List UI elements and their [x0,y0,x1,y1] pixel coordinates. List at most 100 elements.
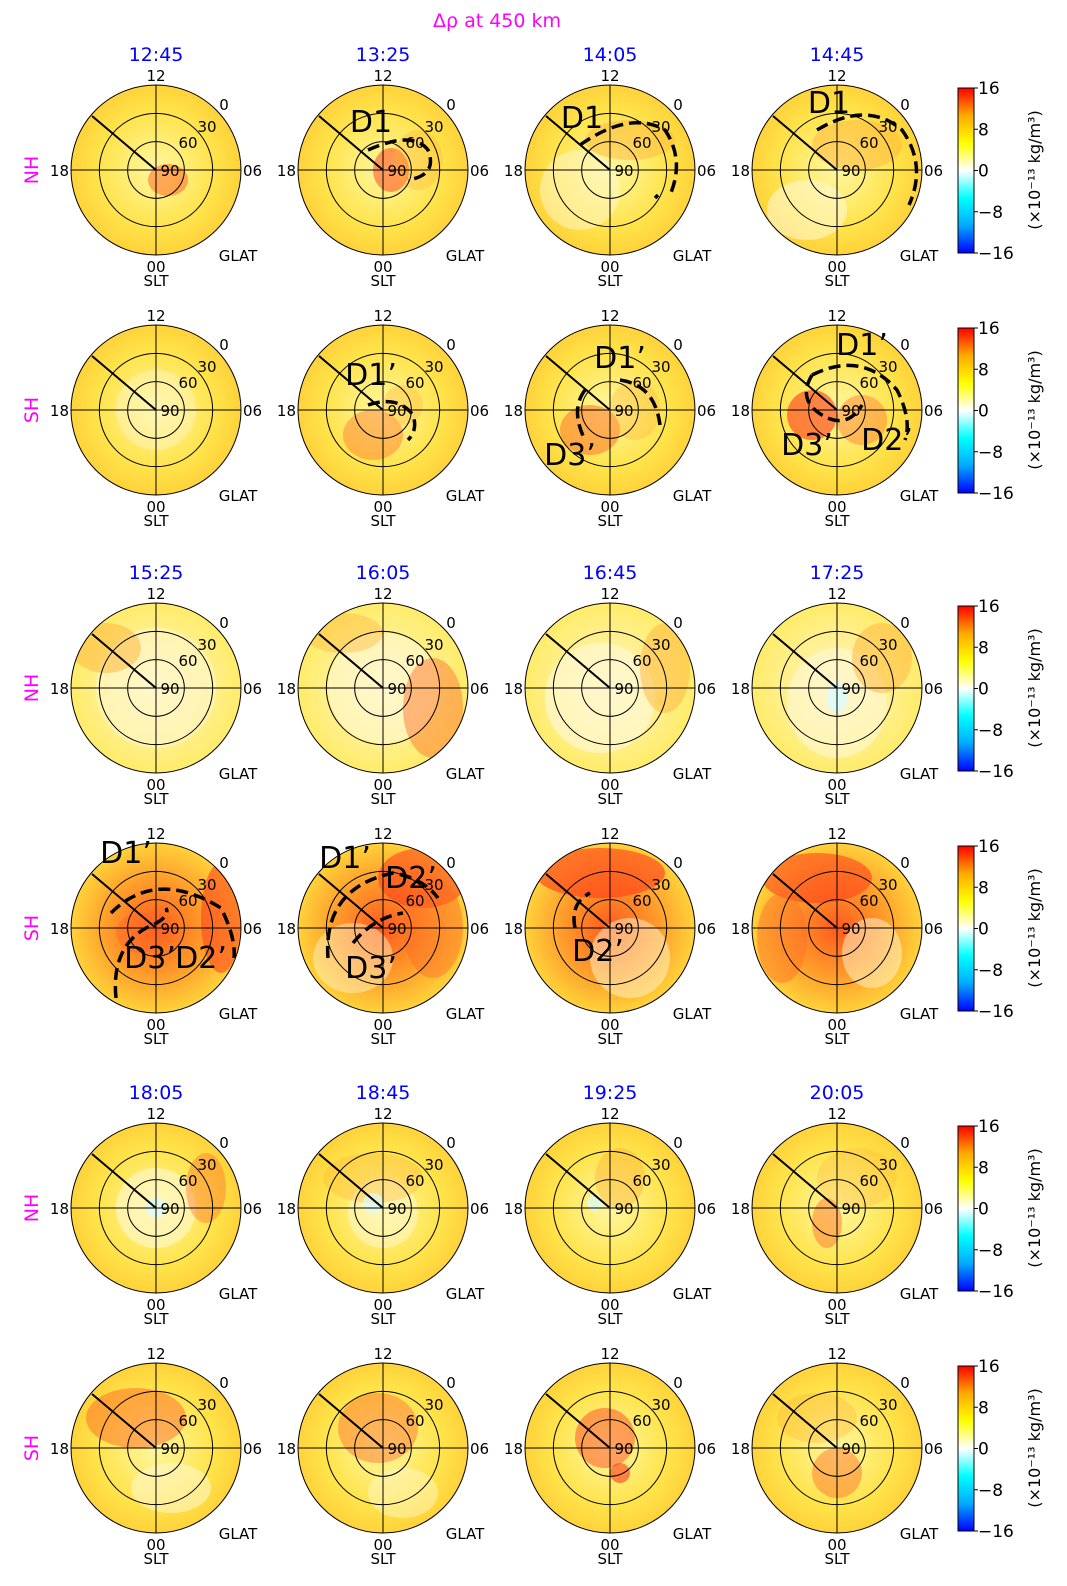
disturbance-label: D1’ [100,836,152,871]
colorbar-tick-label: −16 [978,1522,1014,1542]
disturbance-label: D2’ [861,423,913,458]
disturbance-label: D3’ [345,951,397,986]
density-anomaly [812,1198,842,1248]
disturbance-boundary [804,374,864,423]
colorbar: 16 8 0 −8 −16 (×10⁻¹³ kg/m³) [957,597,1044,782]
glat-axis-label: GLAT [219,1005,258,1023]
glat-label-90: 90 [614,1200,633,1218]
glat-label-60: 60 [178,1412,197,1430]
slt-tick-18: 18 [731,920,750,938]
glat-label-0: 0 [900,96,910,114]
slt-tick-12: 12 [146,307,165,325]
slt-tick-18: 18 [277,1440,296,1458]
slt-axis-label: SLT [144,1550,170,1568]
slt-tick-18: 18 [731,162,750,180]
slt-axis-label: SLT [144,272,170,290]
density-anomaly [610,1463,630,1483]
density-anomaly [363,1193,383,1213]
glat-label-30: 30 [878,1156,897,1174]
slt-tick-00: 00 [827,498,846,516]
density-anomaly [585,120,675,160]
glat-label-0: 0 [673,96,683,114]
disturbance-boundary [575,388,587,441]
glat-label-0: 0 [219,336,229,354]
glat-axis-label: GLAT [900,247,939,265]
glat-label-90: 90 [841,680,860,698]
density-anomaly [842,918,902,988]
colorbar-tick-label: 16 [978,597,1000,617]
slt-tick-12: 12 [827,1105,846,1123]
slt-tick-12: 12 [373,1105,392,1123]
time-label: 16:05 [356,562,411,584]
disturbance-label: D1 [350,105,392,140]
glat-label-90: 90 [160,1440,179,1458]
glat-label-60: 60 [859,374,878,392]
glat-label-90: 90 [614,920,633,938]
glat-axis-label: GLAT [673,1005,712,1023]
disturbance-boundary [653,193,660,200]
slt-tick-00: 00 [146,776,165,794]
slt-tick-06: 06 [924,920,943,938]
slt-tick-18: 18 [277,402,296,420]
slt-axis-label: SLT [144,790,170,808]
slt-tick-00: 00 [827,1536,846,1554]
time-label: 19:25 [583,1082,638,1104]
glat-label-60: 60 [178,374,197,392]
noon-meridian-marker [772,355,838,411]
time-label: 16:45 [583,562,638,584]
noon-meridian-marker [772,873,838,929]
glat-label-0: 0 [446,854,456,872]
disturbance-label: D2’ [175,941,227,976]
density-anomaly [323,1153,423,1203]
colorbar-tick-label: −8 [978,721,1003,741]
glat-label-30: 30 [197,358,216,376]
noon-meridian-marker [91,1393,157,1449]
colorbar-gradient [957,1125,975,1292]
glat-label-30: 30 [651,1396,670,1414]
slt-tick-00: 00 [373,1296,392,1314]
glat-label-90: 90 [387,1440,406,1458]
slt-tick-06: 06 [470,920,489,938]
density-anomaly [383,385,423,425]
glat-label-0: 0 [900,854,910,872]
slt-tick-06: 06 [470,680,489,698]
noon-meridian-marker [91,1153,157,1209]
colorbar-label: (×10⁻¹³ kg/m³) [1025,628,1044,747]
disturbance-boundary [325,871,440,959]
slt-tick-18: 18 [50,162,69,180]
glat-label-30: 30 [651,1156,670,1174]
glat-label-60: 60 [405,892,424,910]
noon-meridian-marker [545,115,611,171]
time-label: 14:05 [583,44,638,66]
slt-tick-00: 00 [827,1016,846,1034]
slt-tick-12: 12 [373,67,392,85]
slt-tick-06: 06 [697,162,716,180]
slt-tick-12: 12 [827,825,846,843]
colorbar-tick-label: 8 [978,878,989,898]
colorbar: 16 8 0 −8 −16 (×10⁻¹³ kg/m³) [957,837,1044,1022]
disturbance-label: D2’ [572,934,624,969]
slt-tick-18: 18 [731,402,750,420]
slt-tick-18: 18 [504,680,523,698]
density-anomaly [595,1148,645,1208]
glat-label-90: 90 [160,1200,179,1218]
glat-label-30: 30 [424,636,443,654]
glat-axis-label: GLAT [900,765,939,783]
slt-tick-00: 00 [373,1536,392,1554]
time-label: 17:25 [810,562,865,584]
slt-tick-06: 06 [243,920,262,938]
colorbar-tick-label: 0 [978,920,989,940]
noon-meridian-marker [545,633,611,689]
slt-tick-06: 06 [697,1440,716,1458]
disturbance-label: D1’ [319,841,371,876]
slt-axis-label: SLT [144,1310,170,1328]
noon-meridian-marker [772,633,838,689]
glat-axis-label: GLAT [446,487,485,505]
glat-axis-label: GLAT [446,765,485,783]
colorbar-tick-label: −16 [978,1002,1014,1022]
slt-axis-label: SLT [598,272,624,290]
